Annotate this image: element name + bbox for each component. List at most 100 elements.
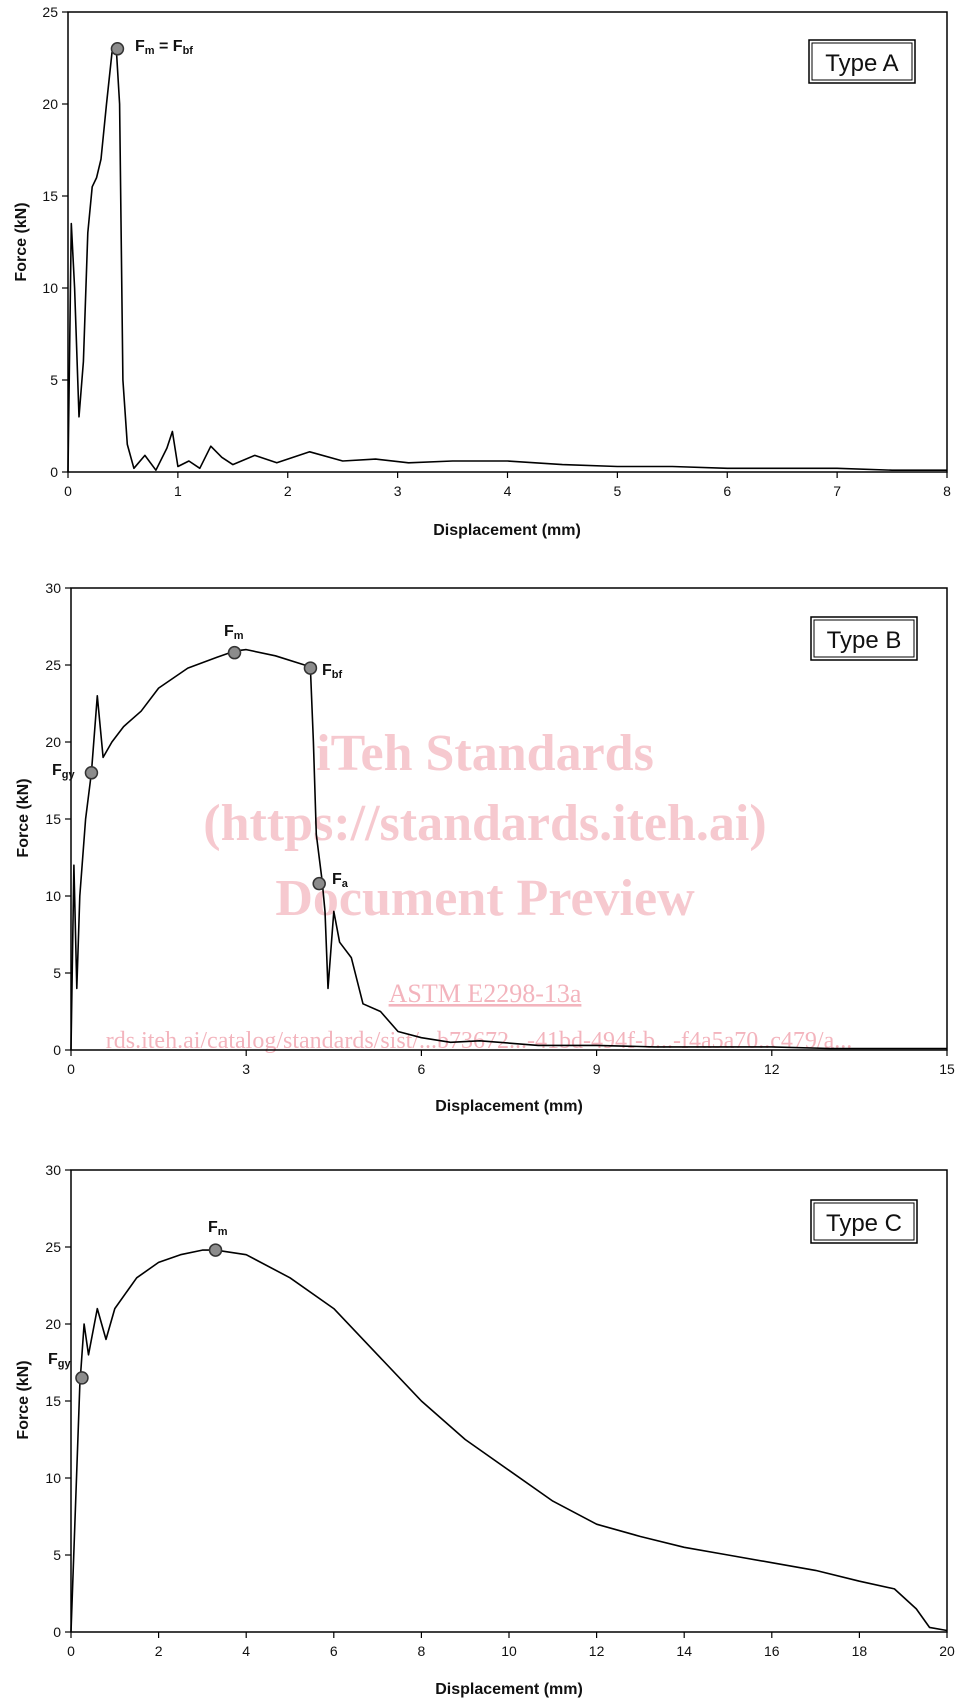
- plot-frame: [67, 11, 948, 473]
- y-tick-label: 25: [45, 1239, 61, 1255]
- plot-frame: [70, 1169, 948, 1633]
- tick-layer: 0 2 4 6 8 10 12 14 16 18 20 0 5 10 15 20 25 30: [45, 1162, 955, 1659]
- annotation-fm: Fm: [208, 1219, 228, 1238]
- type-box-outer: [810, 1199, 918, 1244]
- watermark-line3: Document Preview: [275, 870, 695, 927]
- y-tick-label: 10: [45, 888, 61, 904]
- chart-panel-type-c: Type C Displacement (mm) Force (kN) 0 2 4 6…: [15, 1162, 955, 1698]
- x-tick-label: 6: [330, 1643, 338, 1659]
- x-tick-label: 4: [242, 1643, 250, 1659]
- annotation-fgy: Fgy: [52, 762, 76, 781]
- curve-layer: [70, 648, 947, 1051]
- x-tick-label: 8: [943, 483, 951, 499]
- type-box-inner: [811, 42, 913, 81]
- x-tick-label: 20: [939, 1643, 955, 1659]
- x-tick-label: 1: [174, 483, 182, 499]
- x-tick-label: 8: [418, 1643, 426, 1659]
- y-tick-label: 20: [42, 96, 58, 112]
- type-box-label: Type C: [826, 1210, 902, 1237]
- y-tick-label: 5: [53, 965, 61, 981]
- watermark-std: ASTM E2298-13a: [389, 979, 582, 1008]
- y-axis-label: Force (kN): [15, 1360, 32, 1439]
- x-tick-label: 4: [504, 483, 512, 499]
- annotation-point: [110, 42, 125, 56]
- annotation-fm-fbf: Fm = Fbf: [135, 38, 193, 57]
- annotation-fbf: Fbf: [322, 662, 343, 681]
- x-tick-label: 16: [764, 1643, 780, 1659]
- x-tick-label: 6: [418, 1061, 426, 1077]
- type-box-outer: [810, 616, 918, 661]
- annotation-point: [312, 876, 326, 891]
- x-tick-label: 2: [155, 1643, 163, 1659]
- x-axis-label: Displacement (mm): [435, 1681, 583, 1698]
- watermark-line2: (https://standards.iteh.ai): [203, 795, 766, 852]
- watermark: iTeh Standards (https://standards.iteh.a…: [106, 725, 853, 1054]
- y-tick-label: 30: [45, 1162, 61, 1178]
- x-axis-label: Displacement (mm): [433, 522, 581, 539]
- type-box: Type A: [808, 39, 916, 84]
- type-box-outer: [808, 39, 916, 84]
- annotation-point: [303, 661, 318, 675]
- type-box-label: Type A: [825, 50, 898, 77]
- y-axis-label: Force (kN): [13, 202, 30, 281]
- x-tick-label: 5: [613, 483, 621, 499]
- x-tick-label: 15: [939, 1061, 955, 1077]
- x-tick-label: 0: [67, 1643, 75, 1659]
- annotation-point: [75, 1371, 89, 1385]
- x-tick-label: 6: [723, 483, 731, 499]
- y-tick-label: 0: [53, 1042, 61, 1058]
- annotation-point: [227, 645, 242, 660]
- force-curve-line: [67, 48, 947, 473]
- x-tick-label: 0: [64, 483, 72, 499]
- chart-panel-type-a: Type A Displacement (mm) Force (kN) 0 1 2 3…: [13, 4, 951, 539]
- x-tick-label: 0: [67, 1061, 75, 1077]
- watermark-line1: iTeh Standards: [316, 725, 654, 782]
- x-tick-label: 12: [764, 1061, 780, 1077]
- y-tick-label: 5: [53, 1547, 61, 1563]
- y-tick-label: 15: [45, 811, 61, 827]
- x-tick-label: 3: [242, 1061, 250, 1077]
- curve-layer: [67, 48, 947, 473]
- tick-layer: 0 3 6 9 12 15 0 5 10 15 20 25 30: [45, 580, 955, 1077]
- y-tick-label: 10: [45, 1470, 61, 1486]
- y-tick-label: 0: [53, 1624, 61, 1640]
- type-box-inner: [813, 619, 915, 658]
- annotation-point: [208, 1243, 223, 1257]
- annotation-fgy: Fgy: [48, 1351, 72, 1370]
- x-tick-label: 3: [394, 483, 402, 499]
- x-tick-label: 9: [593, 1061, 601, 1077]
- curve-layer: [70, 1249, 948, 1633]
- annotation-layer: Fm Fbf Fgy Fa: [52, 623, 349, 891]
- force-curve-line: [70, 648, 947, 1051]
- y-tick-label: 20: [45, 734, 61, 750]
- y-tick-label: 15: [42, 188, 58, 204]
- y-tick-label: 25: [45, 657, 61, 673]
- force-curve-line: [70, 1249, 948, 1633]
- y-tick-label: 0: [50, 464, 58, 480]
- type-box-inner: [813, 1202, 915, 1241]
- x-tick-label: 10: [501, 1643, 517, 1659]
- y-tick-label: 30: [45, 580, 61, 596]
- type-box-label: Type B: [827, 627, 902, 654]
- y-axis-label: Force (kN): [15, 778, 32, 857]
- x-tick-label: 2: [284, 483, 292, 499]
- annotation-layer: Fm = Fbf: [110, 38, 193, 57]
- chart-panel-type-b: Type B Displacement (mm) Force (kN) 0 3 6 9…: [15, 580, 955, 1115]
- type-box: Type C: [810, 1199, 918, 1244]
- annotation-fm: Fm: [224, 623, 244, 642]
- x-axis-label: Displacement (mm): [435, 1098, 583, 1115]
- tick-layer: 0 1 2 3 4 5 6 7 8 0 5 10 15 20 25: [42, 4, 951, 499]
- x-tick-label: 7: [833, 483, 841, 499]
- x-tick-label: 18: [852, 1643, 868, 1659]
- y-tick-label: 5: [50, 372, 58, 388]
- annotation-layer: Fm Fgy: [48, 1219, 228, 1385]
- x-tick-label: 12: [589, 1643, 605, 1659]
- y-tick-label: 25: [42, 4, 58, 20]
- annotation-point: [84, 766, 99, 780]
- y-tick-label: 20: [45, 1316, 61, 1332]
- x-tick-label: 14: [676, 1643, 692, 1659]
- y-tick-label: 15: [45, 1393, 61, 1409]
- type-box: Type B: [810, 616, 918, 661]
- y-tick-label: 10: [42, 280, 58, 296]
